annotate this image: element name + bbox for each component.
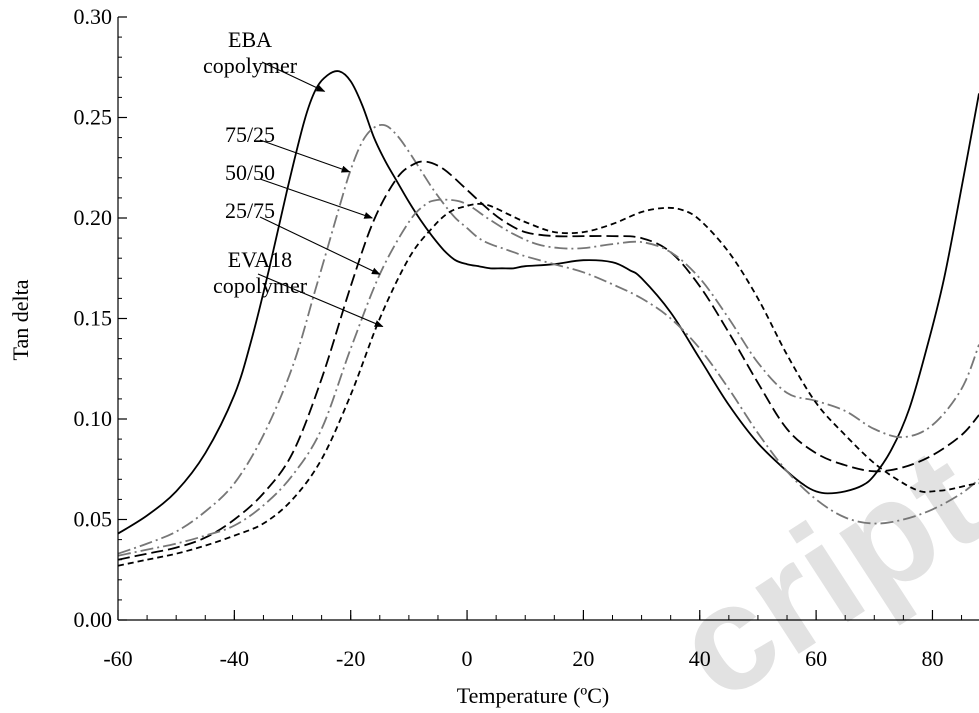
x-tick-label: -40 xyxy=(220,646,249,671)
x-axis-title: Temperature (ºC) xyxy=(457,683,610,708)
annotation-label: EBA copolymer xyxy=(203,27,298,78)
series-line-eba-copolymer xyxy=(117,70,979,535)
x-tick-label: 60 xyxy=(805,646,827,671)
y-tick-label: 0.05 xyxy=(74,507,113,532)
annotation-eba-copolymer: EBA copolymer xyxy=(203,27,326,92)
series-line-75-25 xyxy=(117,123,979,555)
x-axis-ticks: -60 -40 -20 0 20 40 60 80 xyxy=(103,610,963,671)
y-axis-ticks: 0.00 0.05 0.10 0.15 0.20 0.25 0.30 xyxy=(74,4,127,632)
series-layer xyxy=(117,70,979,567)
series-line-25-75 xyxy=(117,198,979,557)
annotation-arrow xyxy=(261,61,326,92)
y-tick-label: 0.15 xyxy=(74,306,113,331)
annotation-label: 25/75 xyxy=(225,198,275,223)
x-tick-label: -60 xyxy=(103,646,132,671)
y-tick-label: 0.00 xyxy=(74,607,113,632)
y-tick-label: 0.20 xyxy=(74,205,113,230)
axes: -60 -40 -20 0 20 40 60 80 0.000.050.100.150.200… xyxy=(8,4,979,708)
annotation-arrow xyxy=(259,216,381,275)
x-tick-label: -20 xyxy=(336,646,365,671)
annotation-label: EVA18 copolymer xyxy=(213,247,308,298)
annotation-eva18-copolymer: EVA18 copolymer xyxy=(213,247,384,328)
annotation-arrow xyxy=(259,178,374,219)
series-line-50-50 xyxy=(117,160,979,561)
annotation-75-25: 75/25 xyxy=(225,122,351,173)
annotation-50-50: 50/50 xyxy=(225,160,374,219)
annotation-25-75: 25/75 xyxy=(225,198,381,275)
annotation-arrow xyxy=(257,273,384,328)
x-tick-label: 20 xyxy=(572,646,594,671)
annotation-arrow xyxy=(259,139,351,173)
x-tick-label: 0 xyxy=(462,646,473,671)
y-axis-title: Tan delta xyxy=(8,279,33,360)
y-tick-label: 0.30 xyxy=(74,4,113,29)
x-tick-label: 80 xyxy=(921,646,943,671)
y-tick-label: 0.25 xyxy=(74,105,113,130)
y-tick-label: 0.10 xyxy=(74,406,113,431)
x-tick-label: 40 xyxy=(689,646,711,671)
